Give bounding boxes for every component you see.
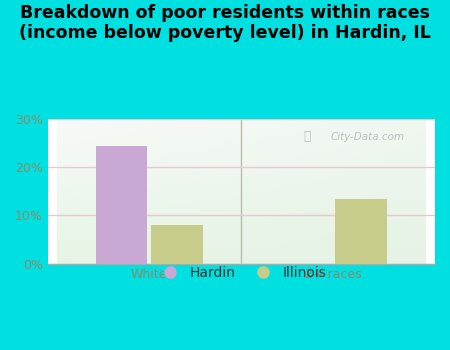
Legend: Hardin, Illinois: Hardin, Illinois xyxy=(151,260,332,286)
Bar xyxy=(96,146,147,264)
Text: City-Data.com: City-Data.com xyxy=(330,132,405,142)
Text: ⓘ: ⓘ xyxy=(303,130,311,143)
Bar xyxy=(151,225,202,264)
Text: Breakdown of poor residents within races
(income below poverty level) in Hardin,: Breakdown of poor residents within races… xyxy=(19,4,431,42)
Bar xyxy=(335,199,387,264)
